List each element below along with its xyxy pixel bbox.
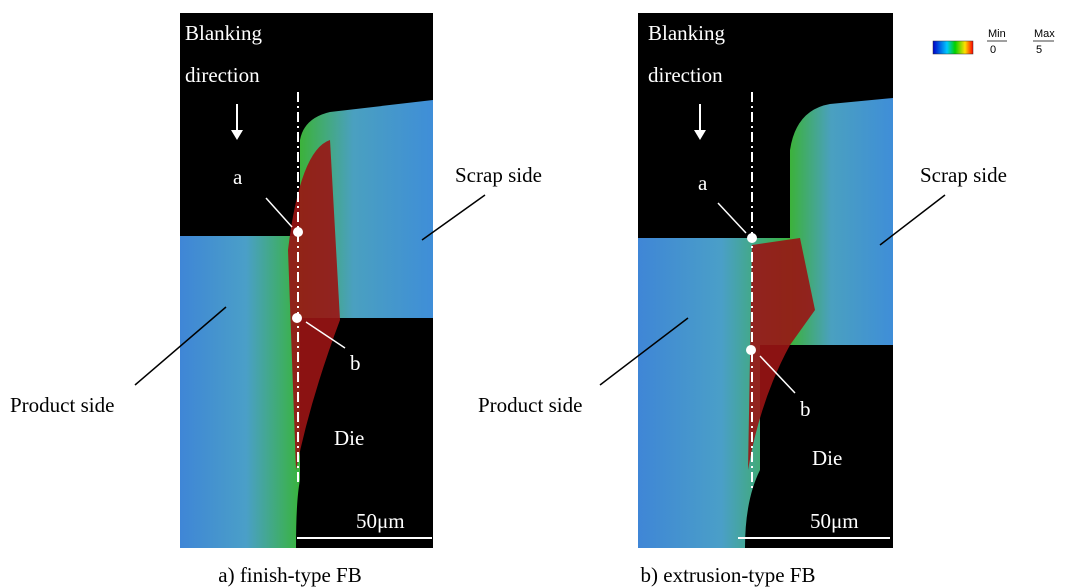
label-b: b: [800, 397, 811, 421]
die-label: Die: [812, 446, 842, 470]
blanking-label: Blanking: [185, 21, 262, 45]
scale-label: 50μm: [810, 509, 859, 533]
scrap-label: Scrap side: [455, 163, 542, 187]
panel-b: Blanking direction a b Die 50μm Scrap si…: [478, 13, 1007, 587]
blanking-label: Blanking: [648, 21, 725, 45]
point-a: [293, 227, 303, 237]
label-a: a: [233, 165, 243, 189]
color-bar: [933, 41, 973, 54]
die-label: Die: [334, 426, 364, 450]
caption: b) extrusion-type FB: [641, 563, 816, 587]
point-b: [292, 313, 302, 323]
scale-label: 50μm: [356, 509, 405, 533]
legend-max-label: Max: [1034, 28, 1055, 40]
product-label: Product side: [10, 393, 114, 417]
label-a: a: [698, 171, 708, 195]
product-region: [180, 236, 300, 548]
panel-a: Blanking direction a b Die 50μm Scrap si…: [10, 13, 542, 587]
figure: Blanking direction a b Die 50μm Scrap si…: [0, 0, 1067, 588]
blanking-label: direction: [185, 63, 260, 87]
point-b: [746, 345, 756, 355]
legend-max: 5: [1036, 44, 1042, 56]
legend-min-label: Min: [988, 28, 1006, 40]
scrap-label: Scrap side: [920, 163, 1007, 187]
label-b: b: [350, 351, 361, 375]
point-a: [747, 233, 757, 243]
legend-min: 0: [990, 44, 996, 56]
caption: a) finish-type FB: [218, 563, 361, 587]
color-legend: Min 0 Max 5: [933, 28, 1055, 56]
blanking-label: direction: [648, 63, 723, 87]
product-label: Product side: [478, 393, 582, 417]
